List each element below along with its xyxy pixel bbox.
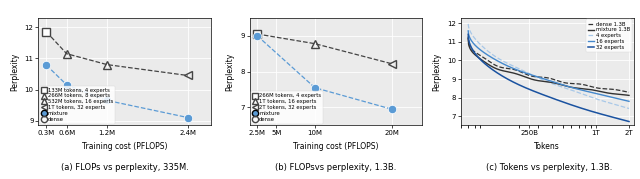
16 experts (581, 90, 589, 92)
16 experts (528, 74, 536, 76)
dense 1.3B (580, 84, 588, 86)
16 experts (484, 54, 492, 56)
4 experts (516, 68, 524, 71)
mixture 1.3B (465, 37, 472, 39)
32 experts (580, 108, 588, 110)
16 experts (580, 90, 588, 92)
Legend: dense 1.3B, mixture 1.3B, 4 experts, 16 experts, 32 experts: dense 1.3B, mixture 1.3B, 4 experts, 16 … (586, 20, 632, 52)
32 experts (581, 108, 589, 110)
dense 1.3B (625, 91, 633, 93)
16 experts (566, 86, 573, 88)
32 experts (528, 89, 536, 91)
Line: dense 1.3B: dense 1.3B (468, 37, 629, 92)
32 experts (516, 84, 524, 87)
Y-axis label: Perplexity: Perplexity (226, 52, 235, 91)
32 experts (625, 120, 633, 123)
Legend: 133M tokens, 4 experts, 266M tokens, 8 experts, 532M tokens, 16 experts, 1T toke: 133M tokens, 4 experts, 266M tokens, 8 e… (40, 86, 115, 124)
Text: (c) Tokens vs perplexity, 1.3B.: (c) Tokens vs perplexity, 1.3B. (486, 163, 612, 172)
Y-axis label: Perplexity: Perplexity (10, 52, 19, 91)
X-axis label: Training cost (PFLOPS): Training cost (PFLOPS) (293, 142, 379, 151)
dense 1.3B (465, 35, 472, 38)
mixture 1.3B (528, 78, 536, 80)
4 experts (581, 94, 589, 96)
4 experts (484, 50, 492, 52)
mixture 1.3B (625, 94, 633, 96)
Line: 16 experts: 16 experts (468, 31, 629, 101)
32 experts (484, 65, 492, 67)
Line: 32 experts: 32 experts (468, 34, 629, 122)
32 experts (566, 103, 573, 105)
4 experts (528, 74, 536, 76)
mixture 1.3B (484, 63, 492, 65)
4 experts (625, 107, 633, 110)
X-axis label: Training cost (PFLOPS): Training cost (PFLOPS) (82, 142, 168, 151)
dense 1.3B (581, 84, 589, 86)
dense 1.3B (516, 71, 524, 73)
Line: mixture 1.3B: mixture 1.3B (468, 38, 629, 95)
dense 1.3B (528, 75, 536, 77)
Y-axis label: Perplexity: Perplexity (433, 52, 442, 91)
4 experts (465, 23, 472, 25)
Legend: 266M tokens, 4 experts, 1T tokens, 16 experts, 2T tokens, 32 experts, mixture, d: 266M tokens, 4 experts, 1T tokens, 16 ex… (251, 91, 323, 124)
16 experts (625, 100, 633, 102)
4 experts (580, 94, 588, 96)
16 experts (516, 70, 524, 72)
mixture 1.3B (581, 88, 589, 90)
Text: (b) FLOPsvs perplexity, 1.3B.: (b) FLOPsvs perplexity, 1.3B. (275, 163, 397, 172)
mixture 1.3B (566, 86, 573, 88)
16 experts (465, 30, 472, 32)
X-axis label: Tokens: Tokens (534, 142, 560, 151)
mixture 1.3B (580, 88, 588, 90)
dense 1.3B (566, 82, 573, 84)
dense 1.3B (484, 59, 492, 61)
4 experts (566, 88, 573, 90)
mixture 1.3B (516, 74, 524, 76)
Text: (a) FLOPs vs perplexity, 335M.: (a) FLOPs vs perplexity, 335M. (61, 163, 189, 172)
Line: 4 experts: 4 experts (468, 24, 629, 108)
32 experts (465, 33, 472, 35)
